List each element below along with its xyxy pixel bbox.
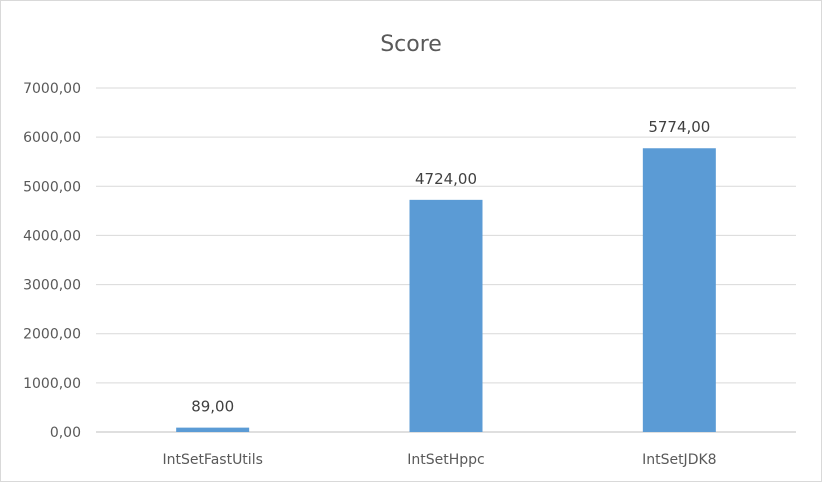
- data-label: 5774,00: [648, 118, 710, 136]
- y-tick-label: 3000,00: [23, 278, 81, 294]
- y-tick-label: 2000,00: [23, 327, 81, 343]
- bar: [642, 148, 716, 432]
- data-label: 4724,00: [415, 170, 477, 188]
- data-label: 89,00: [191, 398, 234, 416]
- y-tick-label: 5000,00: [23, 179, 81, 195]
- y-tick-label: 0,00: [50, 425, 81, 441]
- y-axis-ticks: 0,00 1000,00 2000,00 3000,00 4000,00 5000,00 6…: [23, 81, 81, 441]
- bar: [409, 199, 483, 432]
- bars: [176, 148, 716, 432]
- chart-title: Score: [380, 32, 442, 57]
- data-labels: 89,00 4724,00 5774,00: [191, 118, 710, 415]
- y-tick-label: 4000,00: [23, 228, 81, 244]
- y-tick-label: 6000,00: [23, 130, 81, 146]
- x-axis-categories: IntSetFastUtils IntSetHppc IntSetJDK8: [162, 452, 716, 468]
- category-label: IntSetFastUtils: [162, 452, 262, 468]
- category-label: IntSetHppc: [407, 452, 484, 468]
- category-label: IntSetJDK8: [642, 452, 716, 468]
- y-tick-label: 1000,00: [23, 376, 81, 392]
- bar: [176, 427, 250, 432]
- y-tick-label: 7000,00: [23, 81, 81, 97]
